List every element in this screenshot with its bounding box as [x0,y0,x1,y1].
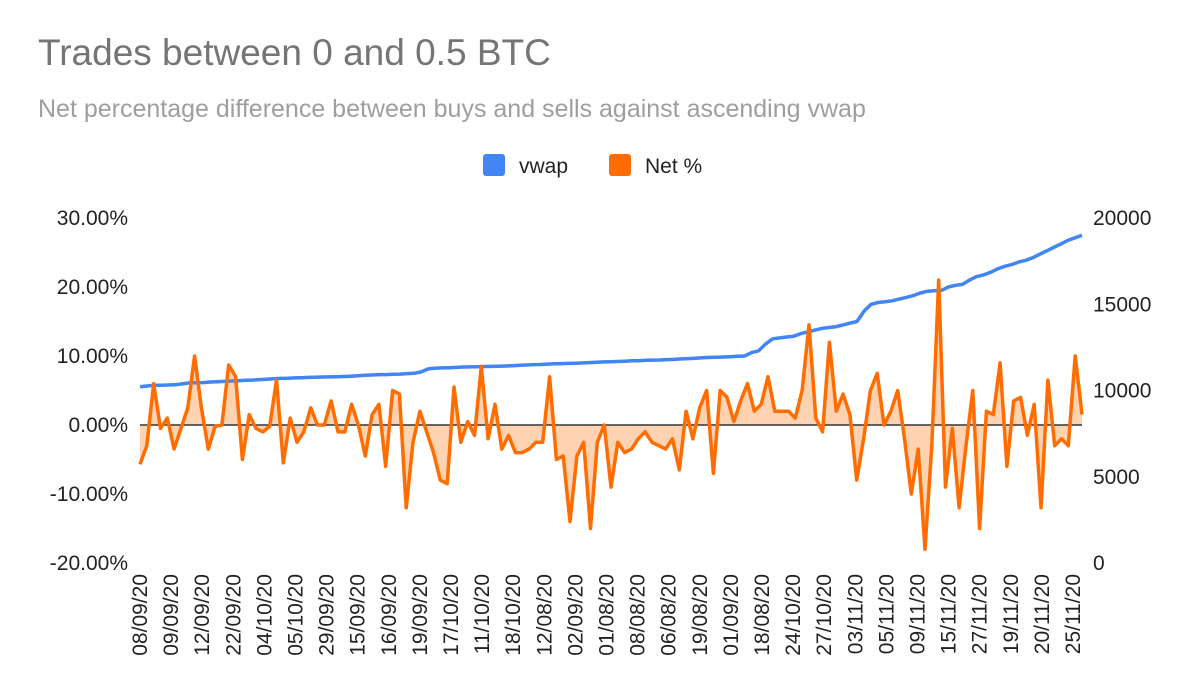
vwap-series-line [139,233,1083,389]
x-tick-label: 12/09/20 [191,574,214,656]
y-left-tick-label: 30.00% [57,207,128,230]
x-tick-label: 03/11/20 [844,574,867,654]
x-tick-label: 11/10/20 [471,574,494,654]
y-right-tick-label: 15000 [1093,293,1151,316]
x-tick-label: 05/11/20 [875,574,898,654]
net-series-line [138,278,1084,551]
x-tick-label: 27/11/20 [969,574,992,654]
x-tick-label: 18/10/20 [502,574,525,656]
legend-swatch [609,154,631,176]
legend: vwap Net % [483,154,702,178]
y-right-tick-label: 20000 [1093,207,1151,230]
y-left-tick-label: -20.00% [50,552,128,575]
chart-subtitle: Net percentage difference between buys a… [38,95,866,123]
x-tick-label: 16/09/20 [378,574,401,656]
x-tick-label: 01/08/20 [596,574,619,656]
chart-title: Trades between 0 and 0.5 BTC [38,32,551,73]
x-tick-label: 05/10/20 [285,574,308,656]
legend-label: Net % [645,155,702,178]
x-tick-label: 09/11/20 [907,574,930,654]
y-right-tick-label: 5000 [1093,466,1140,489]
legend-item: vwap [483,154,568,178]
y-right-tick-label: 0 [1093,552,1105,575]
x-tick-label: 01/09/20 [720,574,743,656]
left-axis: -20.00% -10.00% 0.00% 10.00% 20.00% 30.00% [50,207,128,575]
y-left-tick-label: 10.00% [57,345,128,368]
legend-item: Net % [609,154,702,178]
vwap-layer [139,233,1083,389]
x-tick-label: 20/11/20 [1031,574,1054,654]
x-tick-label: 08/08/20 [627,574,650,656]
x-tick-label: 06/08/20 [658,574,681,656]
y-left-tick-label: 0.00% [68,414,128,437]
net-layer [138,278,1084,551]
x-tick-label: 17/10/20 [440,574,463,656]
x-tick-label: 02/09/20 [564,574,587,656]
x-tick-label: 19/08/20 [689,574,712,656]
x-tick-label: 22/09/20 [222,574,245,656]
y-left-tick-label: -10.00% [50,483,128,506]
x-tick-label: 15/11/20 [938,574,961,654]
legend-label: vwap [519,155,568,178]
x-tick-label: 12/08/20 [533,574,556,656]
x-tick-label: 27/10/20 [813,574,836,656]
x-tick-label: 19/09/20 [409,574,432,656]
x-tick-label: 15/09/20 [347,574,370,656]
x-axis: 08/09/20 09/09/20 12/09/20 22/09/20 04/10/20… [129,574,1085,656]
x-tick-label: 09/09/20 [160,574,183,656]
legend-swatch [483,154,505,176]
y-right-tick-label: 10000 [1093,380,1151,403]
x-tick-label: 25/11/20 [1062,574,1085,654]
x-tick-label: 04/10/20 [253,574,276,656]
x-tick-label: 08/09/20 [129,574,152,656]
x-tick-label: 18/08/20 [751,574,774,656]
x-tick-label: 24/10/20 [782,574,805,656]
x-tick-label: 19/11/20 [1000,574,1023,654]
right-axis: 0 5000 10000 15000 20000 [1093,207,1151,575]
x-tick-label: 29/09/20 [316,574,339,656]
y-left-tick-label: 20.00% [57,276,128,299]
